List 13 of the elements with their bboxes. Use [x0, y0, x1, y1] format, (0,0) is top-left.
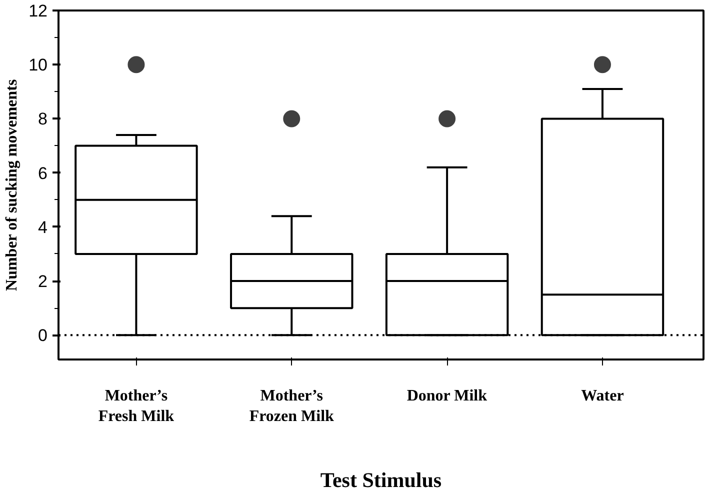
y-axis-title: Number of sucking movements — [4, 79, 21, 291]
x-tick-label: Donor Milk — [406, 388, 488, 404]
y-tick-label: 10 — [28, 56, 48, 75]
x-axis-title: Test Stimulus — [320, 468, 442, 492]
x-tick-label: Mother’s Fresh Milk — [98, 388, 174, 425]
x-tick-label: Water — [581, 388, 624, 404]
y-tick-label: 8 — [38, 110, 48, 129]
y-tick-label: 4 — [38, 218, 48, 237]
y-tick-label: 12 — [28, 2, 48, 20]
y-tick-label: 0 — [38, 326, 48, 346]
y-tick-label: 2 — [38, 272, 48, 292]
y-tick-label: 6 — [38, 164, 48, 183]
x-tick-label: Mother’s Frozen Milk — [249, 388, 334, 425]
